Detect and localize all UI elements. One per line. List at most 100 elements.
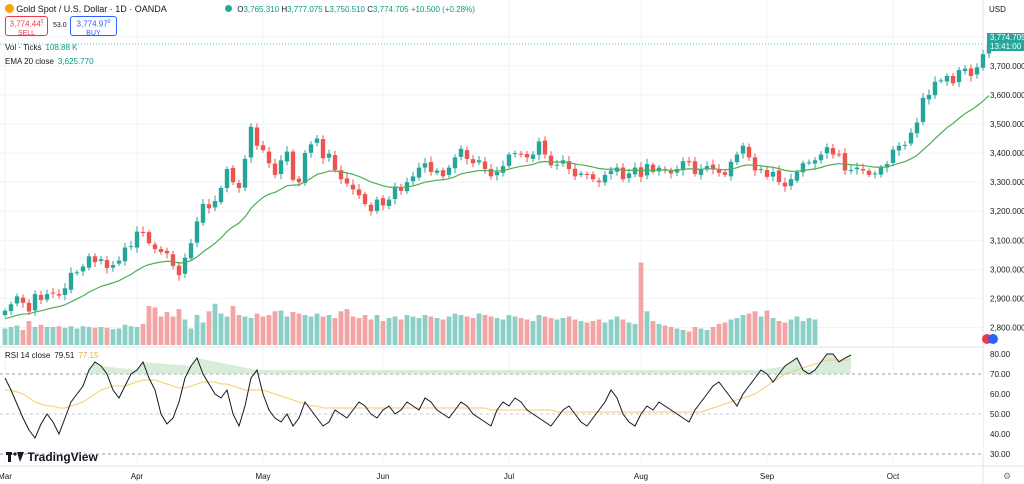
candle-body	[278, 160, 284, 174]
candle-body	[536, 141, 542, 155]
candle-body	[74, 272, 80, 274]
symbol-title: Gold Spot / U.S. Dollar · 1D · OANDA	[16, 4, 167, 14]
candle-body	[542, 140, 548, 155]
candle-body	[680, 161, 686, 171]
volume-bar	[50, 327, 56, 345]
price-tick-label: 3,400.000	[990, 149, 1024, 158]
tradingview-logo[interactable]: TradingView	[6, 450, 98, 464]
candle-body	[650, 164, 656, 172]
volume-bar	[26, 321, 32, 345]
candle-body	[812, 160, 818, 164]
candle-body	[314, 138, 320, 143]
volume-bar	[770, 318, 776, 345]
candle-body	[248, 126, 254, 158]
volume-bar	[398, 319, 404, 345]
volume-bar	[518, 318, 524, 345]
candle-body	[800, 163, 806, 173]
candle-body	[122, 247, 128, 262]
sell-button[interactable]: 3,774.440 SELL	[5, 16, 48, 37]
volume-bar	[776, 321, 782, 345]
candle-body	[8, 304, 14, 311]
symbol-header[interactable]: Gold Spot / U.S. Dollar · 1D · OANDA O3,…	[5, 4, 475, 14]
price-tick-label: 3,700.000	[990, 62, 1024, 71]
candle-body	[752, 157, 758, 171]
buy-button[interactable]: 3,774.970 BUY	[70, 16, 117, 37]
candle-body	[242, 158, 248, 188]
candle-body	[188, 243, 194, 259]
volume-bar	[116, 328, 122, 345]
volume-bar	[290, 312, 296, 345]
candle-body	[134, 231, 140, 248]
settings-gear-icon[interactable]: ⚙	[1003, 471, 1012, 481]
volume-bar	[476, 313, 482, 345]
volume-bar	[722, 322, 728, 345]
candle-body	[716, 169, 722, 173]
ohlc-open: O3,765.310	[237, 5, 280, 14]
volume-bar	[350, 316, 356, 345]
tradingview-logo-icon	[6, 451, 24, 462]
candle-body	[686, 161, 692, 163]
candle-body	[926, 94, 932, 100]
volume-bar	[296, 313, 302, 345]
candle-body	[572, 168, 578, 177]
volume-bar	[128, 326, 134, 345]
volume-bar	[368, 319, 374, 345]
volume-bar	[704, 330, 710, 345]
ohlc-close: C3,774.705	[367, 5, 409, 14]
candle-body	[554, 164, 560, 166]
volume-bar	[176, 309, 182, 345]
candle-body	[332, 155, 338, 170]
candle-body	[482, 161, 488, 170]
volume-bar	[506, 315, 512, 345]
volume-legend[interactable]: Vol · Ticks 108.88 K	[5, 43, 78, 52]
candle-body	[692, 161, 698, 174]
rsi-tick-label: 70.00	[990, 370, 1011, 379]
candle-body	[32, 294, 38, 311]
candle-body	[140, 231, 146, 234]
market-status-icon	[225, 5, 233, 12]
candle-body	[164, 250, 170, 254]
candle-body	[944, 75, 950, 82]
candle-body	[194, 221, 200, 243]
time-tick-label: Jul	[504, 472, 514, 481]
volume-bar	[542, 316, 548, 345]
candle-body	[308, 144, 314, 153]
candle-body	[80, 266, 86, 272]
volume-bar	[710, 327, 716, 345]
candle-body	[440, 170, 446, 177]
candle-body	[266, 151, 272, 164]
candle-body	[92, 256, 98, 263]
candle-body	[380, 198, 386, 206]
volume-bar	[572, 319, 578, 345]
candle-body	[212, 201, 218, 208]
candle-body	[830, 148, 836, 155]
volume-bar	[8, 327, 14, 345]
volume-bar	[620, 319, 626, 345]
volume-bar	[500, 319, 506, 345]
candle-body	[794, 171, 800, 181]
price-tick-label: 3,000.000	[990, 265, 1024, 274]
ema-legend[interactable]: EMA 20 close 3,625.770	[5, 57, 94, 66]
price-tick-label: 3,500.000	[990, 120, 1024, 129]
volume-bar	[188, 328, 194, 345]
volume-bar	[266, 315, 272, 345]
volume-bar	[782, 322, 788, 345]
volume-bar	[278, 310, 284, 345]
candle-body	[176, 265, 182, 276]
candle-body	[230, 167, 236, 183]
spread-value: 53.0	[53, 22, 67, 29]
candle-body	[386, 199, 392, 206]
volume-bar	[716, 324, 722, 345]
candle-body	[590, 174, 596, 180]
candle-body	[632, 167, 638, 175]
candle-body	[710, 164, 716, 170]
time-tick-label: Jun	[377, 472, 390, 481]
candle-body	[182, 257, 188, 274]
currency-label[interactable]: USD	[989, 5, 1006, 14]
volume-bar	[800, 321, 806, 345]
rsi-legend[interactable]: RSI 14 close 79.51 77.15	[5, 351, 99, 360]
candle-body	[56, 294, 62, 296]
price-tick-label: 2,900.000	[990, 294, 1024, 303]
candle-body	[104, 260, 110, 268]
